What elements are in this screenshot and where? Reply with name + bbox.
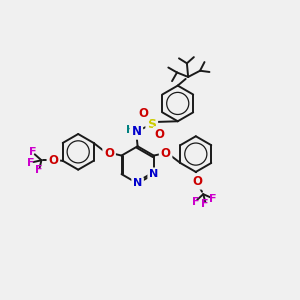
Text: F: F — [29, 147, 37, 158]
Text: F: F — [35, 165, 42, 175]
Text: O: O — [160, 147, 171, 160]
Text: N: N — [133, 178, 142, 188]
Text: O: O — [155, 128, 165, 141]
Text: F: F — [209, 194, 216, 204]
Text: F: F — [27, 158, 35, 168]
Text: O: O — [138, 107, 148, 120]
Text: F: F — [202, 199, 209, 208]
Text: O: O — [48, 154, 58, 167]
Text: N: N — [131, 125, 141, 138]
Text: F: F — [192, 196, 199, 207]
Text: N: N — [149, 169, 158, 179]
Text: S: S — [147, 118, 156, 131]
Text: H: H — [126, 125, 135, 135]
Text: O: O — [104, 147, 114, 160]
Text: O: O — [193, 175, 203, 188]
